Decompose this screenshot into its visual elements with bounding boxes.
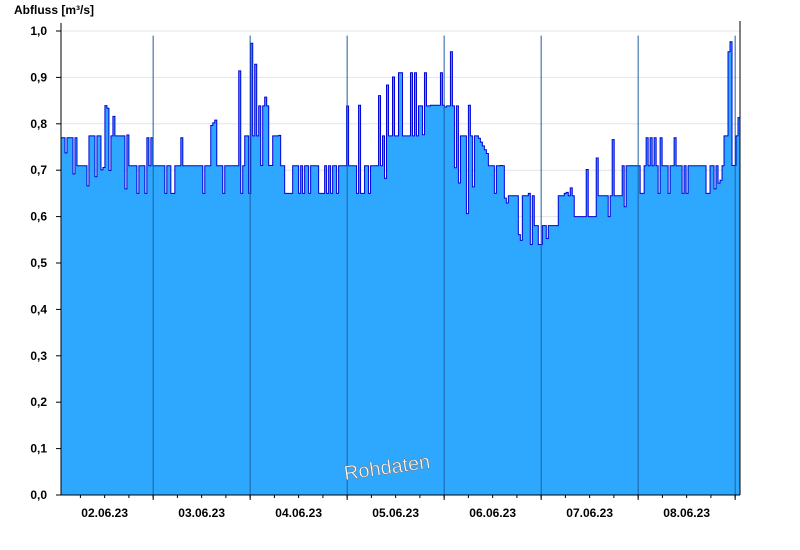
axes xyxy=(60,21,741,496)
y-ticks: 0,0 0,1 0,2 0,3 0,4 0,5 0,6 0,7 0,8 0,9 1,0 xyxy=(30,24,61,502)
x-tick-label: 07.06.23 xyxy=(566,506,613,520)
y-tick-label: 0,6 xyxy=(30,210,47,224)
y-tick-label: 0,1 xyxy=(30,442,47,456)
discharge-area xyxy=(61,41,740,495)
x-tick-label: 08.06.23 xyxy=(663,506,710,520)
discharge-line xyxy=(61,41,741,245)
y-tick-label: 0,8 xyxy=(30,117,47,131)
y-tick-label: 0,7 xyxy=(30,163,47,177)
day-separators xyxy=(152,35,736,495)
y-tick-label: 0,5 xyxy=(30,256,47,270)
y-tick-label: 0,4 xyxy=(30,302,47,316)
x-ticks: 02.06.23 03.06.23 04.06.23 05.06.23 06.06.23… xyxy=(79,495,736,520)
y-axis-title: Abfluss [m³/s] xyxy=(14,3,94,17)
y-tick-label: 0,2 xyxy=(30,395,47,409)
x-tick-label: 04.06.23 xyxy=(275,506,322,520)
y-tick-label: 0,3 xyxy=(30,349,47,363)
x-tick-label: 05.06.23 xyxy=(372,506,419,520)
x-tick-label: 06.06.23 xyxy=(469,506,516,520)
y-tick-label: 0,9 xyxy=(30,70,47,84)
area-layer xyxy=(61,41,741,495)
x-tick-label: 03.06.23 xyxy=(178,506,225,520)
y-tick-label: 1,0 xyxy=(30,24,47,38)
x-tick-label: 02.06.23 xyxy=(81,506,128,520)
y-tick-label: 0,0 xyxy=(30,488,47,502)
